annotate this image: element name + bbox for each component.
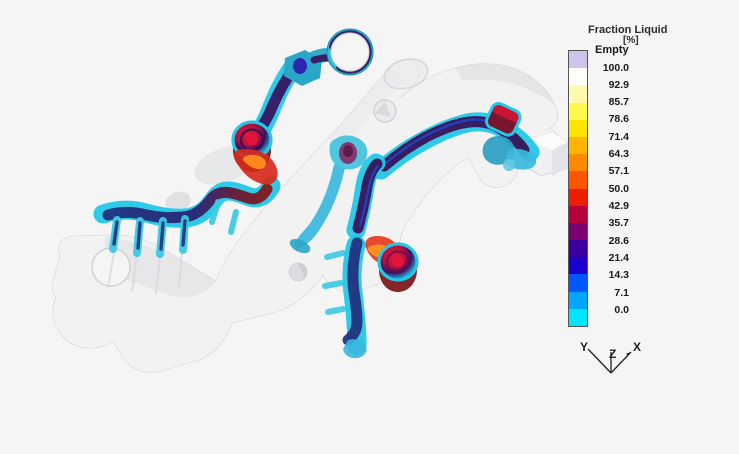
svg-text:Z: Z	[609, 347, 616, 361]
svg-text:Y: Y	[580, 340, 588, 354]
svg-text:X: X	[633, 340, 641, 354]
